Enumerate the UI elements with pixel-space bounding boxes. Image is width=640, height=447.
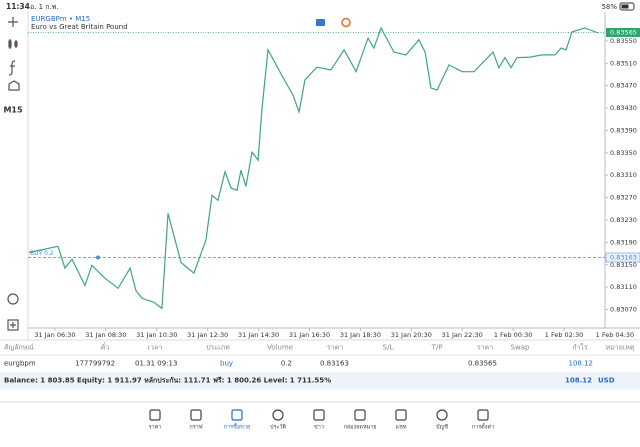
- status-date: อ. 1 ก.พ.: [30, 3, 59, 11]
- position-label: BUY 0.2: [30, 250, 54, 257]
- tab-label[interactable]: แชท: [396, 424, 407, 431]
- tab-label[interactable]: ข่าว: [314, 425, 324, 431]
- cell-profit[interactable]: 108.12: [569, 360, 594, 368]
- column-header: ราคา: [327, 344, 343, 352]
- tab-icon[interactable]: [149, 409, 161, 421]
- x-tick-label: 31 Jan 16:30: [289, 331, 330, 339]
- tab-label[interactable]: ราคา: [149, 425, 162, 431]
- tab-icon[interactable]: [190, 409, 202, 421]
- x-tick-label: 1 Feb 02:30: [545, 331, 584, 339]
- status-time: 11:34: [6, 2, 30, 11]
- crosshair-icon[interactable]: [8, 17, 18, 27]
- tab-icon[interactable]: [395, 409, 407, 421]
- column-header: ประเภท: [206, 344, 230, 352]
- column-header: ราคา: [477, 344, 493, 352]
- x-tick-label: 31 Jan 06:30: [34, 331, 75, 339]
- cell-time[interactable]: 01.31 09:13: [135, 360, 177, 368]
- y-tick-label: 0.83150: [610, 261, 637, 269]
- zoom-icon[interactable]: [7, 293, 19, 305]
- status-battery: 58%: [601, 3, 617, 11]
- chart-title: EURGBPm • M15: [31, 15, 90, 23]
- y-tick-label: 0.83550: [610, 37, 637, 45]
- x-tick-label: 31 Jan 08:30: [85, 331, 126, 339]
- x-tick-label: 31 Jan 18:30: [340, 331, 381, 339]
- price-line: [28, 26, 599, 310]
- objects-icon[interactable]: [8, 80, 20, 91]
- battery-icon: [619, 2, 635, 11]
- last-price-tag: [606, 27, 640, 37]
- y-tick-label: 0.83510: [610, 59, 637, 67]
- tab-label[interactable]: กล่องจดหมาย: [343, 425, 376, 431]
- tab-icon[interactable]: [477, 409, 489, 421]
- x-tick-label: 31 Jan 20:30: [391, 331, 432, 339]
- tab-label[interactable]: การซื้อขาย: [224, 423, 250, 431]
- tab-label[interactable]: บัญชี: [436, 424, 448, 431]
- column-header: หมายเหตุ: [606, 344, 635, 352]
- position-tag: [605, 252, 640, 263]
- column-header: เวลา: [148, 344, 163, 352]
- add-icon[interactable]: [7, 319, 19, 331]
- last-price-label: 0.83565: [610, 28, 637, 36]
- entry-marker: [95, 255, 100, 260]
- y-tick-label: 0.83470: [610, 82, 637, 90]
- tab-icon[interactable]: [436, 409, 448, 421]
- column-header: Volume: [267, 344, 293, 352]
- refresh-icon[interactable]: [341, 17, 351, 28]
- column-header: Swap: [511, 344, 530, 352]
- y-tick-label: 0.83110: [610, 283, 637, 291]
- x-tick-label: 31 Jan 12:30: [187, 331, 228, 339]
- account-summary: Balance: 1 803.85 Equity: 1 911.97 หลักป…: [4, 377, 331, 385]
- x-tick-label: 1 Feb 00:30: [494, 331, 533, 339]
- y-tick-label: 0.83190: [610, 238, 637, 246]
- cell-current-price[interactable]: 0.83565: [468, 360, 497, 368]
- x-tick-label: 31 Jan 10:30: [136, 331, 177, 339]
- one-click-icon[interactable]: [316, 19, 325, 26]
- cell-type[interactable]: buy: [220, 360, 233, 368]
- chart-type-icon[interactable]: [8, 39, 18, 49]
- timeframe[interactable]: M15: [3, 106, 23, 115]
- account-profit: 108.12: [565, 377, 592, 385]
- y-tick-label: 0.83310: [610, 171, 637, 179]
- column-header: สัญลักษณ์: [4, 344, 34, 352]
- account-currency: USD: [598, 377, 615, 385]
- add-plus: [10, 322, 16, 328]
- tab-icon[interactable]: [354, 409, 366, 421]
- tab-label[interactable]: ประวัติ: [270, 424, 286, 431]
- x-tick-label: 31 Jan 14:30: [238, 331, 279, 339]
- tab-icon[interactable]: [231, 409, 243, 421]
- chart-subtitle: Euro vs Great Britain Pound: [31, 23, 128, 31]
- column-header: ตั๋ว: [101, 342, 110, 351]
- y-tick-label: 0.83430: [610, 104, 637, 112]
- x-tick-label: 1 Feb 04:30: [596, 331, 635, 339]
- position-tag-label: 0.83163: [610, 253, 637, 261]
- tab-label[interactable]: กราฟ: [189, 424, 202, 431]
- tab-label[interactable]: การตั้งค่า: [472, 423, 494, 431]
- x-tick-label: 31 Jan 22:30: [442, 331, 483, 339]
- column-header: กำไร: [572, 343, 588, 352]
- cell-open-price[interactable]: 0.83163: [320, 360, 349, 368]
- y-tick-label: 0.83230: [610, 216, 637, 224]
- cell-volume[interactable]: 0.2: [281, 360, 292, 368]
- y-tick-label: 0.83350: [610, 149, 637, 157]
- cell-ticket[interactable]: 177799792: [75, 360, 115, 368]
- y-tick-label: 0.83070: [610, 306, 637, 314]
- tab-icon[interactable]: [272, 409, 284, 421]
- y-tick-label: 0.83390: [610, 126, 637, 134]
- account-bar: [0, 372, 640, 389]
- y-tick-label: 0.83270: [610, 194, 637, 202]
- indicators-icon[interactable]: [8, 60, 16, 76]
- column-header: S/L: [383, 344, 394, 352]
- battery-level: [621, 4, 629, 9]
- tab-icon[interactable]: [313, 409, 325, 421]
- cell-symbol[interactable]: eurgbpm: [4, 360, 36, 368]
- left-toolbar: M15: [3, 17, 23, 331]
- column-header: T/P: [431, 344, 443, 352]
